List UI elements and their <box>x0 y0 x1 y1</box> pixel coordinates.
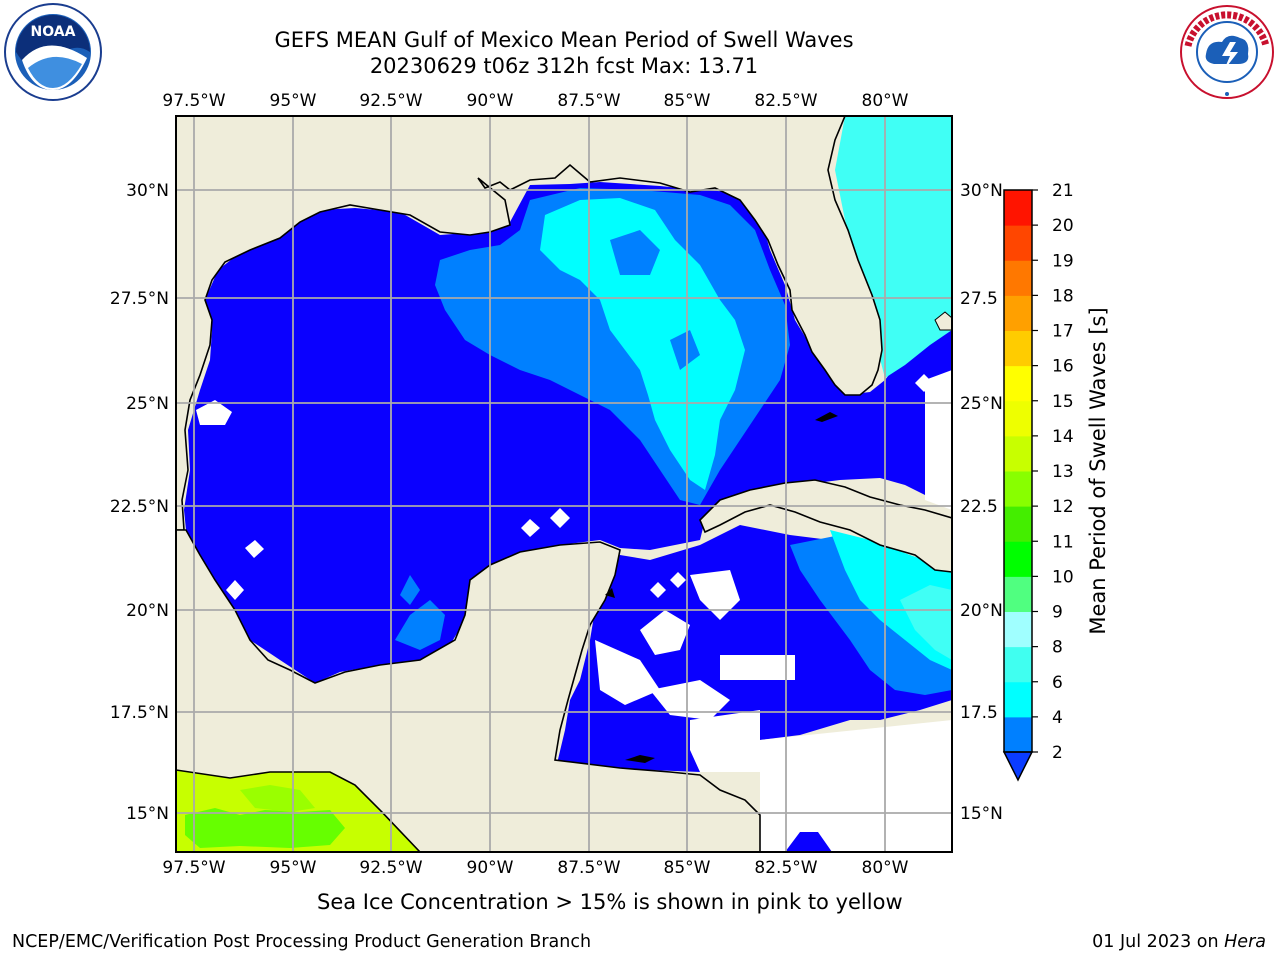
lon-tick-label: 95°W <box>270 858 317 878</box>
chart-title: GEFS MEAN Gulf of Mexico Mean Period of … <box>274 28 854 52</box>
lon-tick-label: 95°W <box>270 91 317 111</box>
lon-tick-label: 87.5°W <box>557 91 620 111</box>
noaa-logo: NOAA <box>4 3 102 101</box>
colorbar-tick-label: 6 <box>1052 673 1063 693</box>
us-coast-land <box>176 116 883 531</box>
colorbar-segment <box>1004 260 1032 296</box>
swell-6s-region <box>540 198 745 490</box>
colorbar-segment <box>1004 471 1032 507</box>
lon-tick-label: 85°W <box>664 91 711 111</box>
lon-tick-label: 90°W <box>467 858 514 878</box>
lat-tick-label: 30°N <box>960 181 1003 201</box>
lon-tick-label: 92.5°W <box>359 91 422 111</box>
lat-ticks-left: 30°N 27.5°N 25°N 22.5°N 20°N 17.5°N 15°N <box>110 181 169 824</box>
colorbar-tick-label: 9 <box>1052 603 1063 623</box>
cuba-land <box>699 479 952 573</box>
lat-tick-label: 25°N <box>960 394 1003 414</box>
colorbar-tick-label: 13 <box>1052 462 1074 482</box>
lat-tick-label: 27.5 <box>960 289 998 309</box>
lat-tick-label: 30°N <box>126 181 169 201</box>
colorbar-tick-label: 11 <box>1052 532 1074 552</box>
lon-ticks-bottom: 97.5°W 95°W 92.5°W 90°W 87.5°W 85°W 82.5°W 80°W <box>162 858 908 878</box>
colorbar-segment <box>1004 611 1032 648</box>
colorbar-segment <box>1004 365 1032 402</box>
lat-tick-label: 25°N <box>126 394 169 414</box>
colorbar-segment <box>1004 225 1032 261</box>
colorbar-segment <box>1004 681 1032 718</box>
run-date: 01 Jul 2023 on Hera <box>1092 932 1266 952</box>
colorbar-tick-label: 17 <box>1052 322 1074 342</box>
map-frame <box>175 115 953 853</box>
lat-tick-label: 15°N <box>960 804 1003 824</box>
chart-subtitle: 20230629 t06z 312h fcst Max: 13.71 <box>369 54 759 78</box>
lon-tick-label: 92.5°W <box>359 858 422 878</box>
lat-tick-label: 17.5 <box>960 703 998 723</box>
colorbar-segment <box>1004 435 1032 472</box>
lat-tick-label: 22.5°N <box>110 497 169 517</box>
noaa-logo-text: NOAA <box>31 24 76 40</box>
lon-ticks-top: 97.5°W 95°W 92.5°W 90°W 87.5°W 85°W 82.5°W 80°W <box>162 91 908 111</box>
lon-tick-label: 85°W <box>664 858 711 878</box>
colorbar-tick-label: 12 <box>1052 497 1074 517</box>
colorbar-segment <box>1004 716 1032 753</box>
colorbar-segment <box>1004 295 1032 331</box>
lon-tick-label: 80°W <box>862 858 909 878</box>
colorbar-segment <box>1004 646 1032 683</box>
colorbar-tick-label: 14 <box>1052 427 1074 447</box>
credit-text: NCEP/EMC/Verification Post Processing Pr… <box>12 932 592 952</box>
lat-ticks-right: 30°N 27.5 25°N 22.5 20°N 17.5 15°N <box>960 181 1003 824</box>
lat-tick-label: 22.5 <box>960 497 998 517</box>
colorbar-tick-label: 19 <box>1052 251 1074 271</box>
colorbar-tick-label: 15 <box>1052 392 1074 412</box>
colorbar-segment <box>1004 576 1032 612</box>
graticule <box>176 116 952 852</box>
colorbar-tick-label: 8 <box>1052 638 1063 658</box>
colorbar-tick-label: 4 <box>1052 708 1063 728</box>
lon-tick-label: 82.5°W <box>754 858 817 878</box>
colorbar-tick-label: 16 <box>1052 357 1074 377</box>
lon-tick-label: 80°W <box>862 91 909 111</box>
lon-tick-label: 90°W <box>467 91 514 111</box>
atlantic-water <box>835 116 952 378</box>
colorbar-segment <box>1004 330 1032 367</box>
lon-tick-label: 97.5°W <box>162 858 225 878</box>
lon-tick-label: 82.5°W <box>754 91 817 111</box>
colorbar-segment <box>1004 506 1032 542</box>
colorbar-tick-label: 2 <box>1052 743 1063 763</box>
colorbar-tick-label: 18 <box>1052 286 1074 306</box>
map-area <box>176 116 952 852</box>
lat-tick-label: 20°N <box>960 601 1003 621</box>
colorbar-tick-label: 10 <box>1052 567 1074 587</box>
colorbar-segment <box>1004 541 1032 577</box>
lon-tick-label: 87.5°W <box>557 858 620 878</box>
lat-tick-label: 17.5°N <box>110 703 169 723</box>
colorbar-segment <box>1004 190 1032 226</box>
colorbar-label: Mean Period of Swell Waves [s] <box>1086 307 1110 634</box>
nws-logo <box>1180 5 1274 99</box>
lat-tick-label: 27.5°N <box>110 289 169 309</box>
colorbar-extend <box>1002 751 1034 782</box>
colorbar-tick-label: 21 <box>1052 181 1074 201</box>
sea-ice-note: Sea Ice Concentration > 15% is shown in … <box>317 890 903 914</box>
colorbar-segment <box>1004 400 1032 437</box>
colorbar-tick-label: 20 <box>1052 216 1074 236</box>
colorbar: 2 4 6 8 9 10 11 12 13 14 15 16 17 18 19 20 21 <box>1002 181 1074 782</box>
lat-tick-label: 20°N <box>126 601 169 621</box>
lon-tick-label: 97.5°W <box>162 91 225 111</box>
lat-tick-label: 15°N <box>126 804 169 824</box>
